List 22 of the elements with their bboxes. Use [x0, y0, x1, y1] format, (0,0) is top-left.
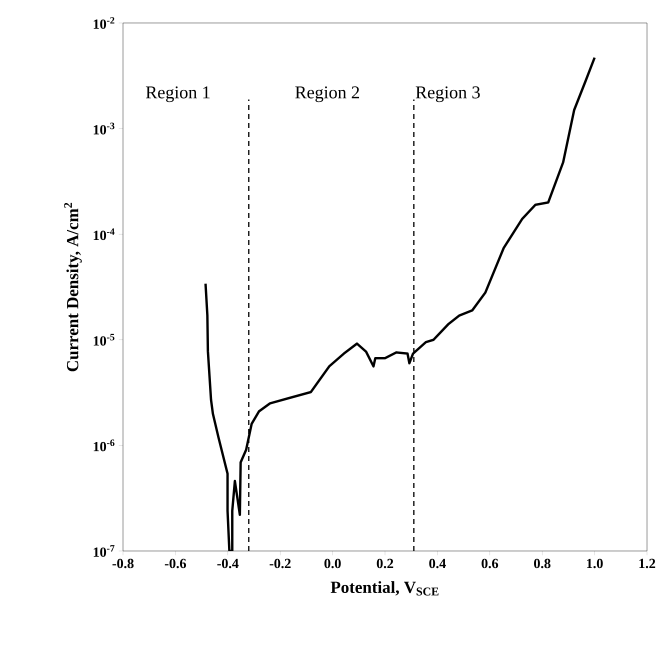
- x-axis-title: Potential, V$_{SCE}$: [330, 581, 438, 596]
- x-tick-label: 0.6: [482, 558, 498, 568]
- annotation: Region 3: [416, 86, 480, 102]
- x-tick-label: 0.8: [534, 558, 550, 568]
- x-tick-label: 1.2: [639, 558, 656, 568]
- y-tick-label: 10$^{-7}$: [94, 545, 114, 557]
- annotation: Region 2: [295, 86, 360, 102]
- x-tick-label: 0.2: [376, 558, 394, 568]
- y-axis-title: Current Density, A/cm$^{2}$: [64, 202, 82, 372]
- y-tick-label: 10$^{-6}$: [94, 439, 114, 452]
- x-tick-label: -0.4: [217, 558, 239, 568]
- y-tick-label: 10$^{-3}$: [94, 122, 114, 134]
- x-tick-label: 0.4: [429, 558, 446, 568]
- y-tick-label: 10$^{-2}$: [94, 17, 114, 29]
- x-tick-label: -0.2: [270, 558, 291, 568]
- y-tick-label: 10$^{-5}$: [94, 334, 114, 346]
- x-tick-label: -0.6: [164, 558, 186, 568]
- x-tick-label: 1.0: [587, 558, 603, 568]
- y-tick-label: 10$^{-4}$: [94, 228, 115, 240]
- x-tick-label: -0.8: [112, 558, 134, 568]
- annotation: Region 1: [146, 86, 210, 102]
- x-tick-label: 0.0: [324, 558, 341, 568]
